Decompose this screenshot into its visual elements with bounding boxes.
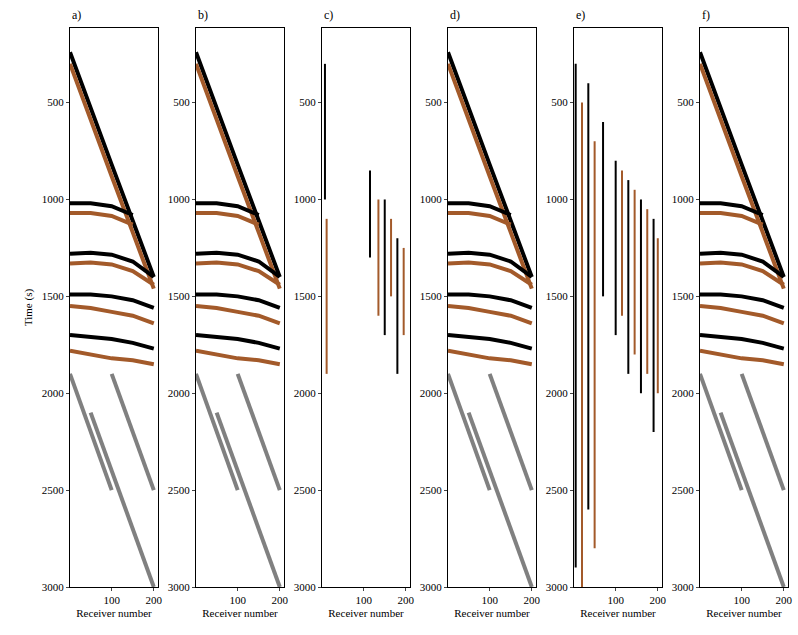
svg-text:d): d) [450,8,460,22]
svg-text:200: 200 [776,594,793,606]
svg-text:a): a) [72,8,81,22]
svg-text:1000: 1000 [168,193,191,205]
svg-text:e): e) [576,8,585,22]
svg-text:500: 500 [551,96,568,108]
svg-text:500: 500 [425,96,442,108]
svg-text:c): c) [324,8,333,22]
svg-text:Receiver number: Receiver number [202,607,278,619]
svg-text:2000: 2000 [42,387,65,399]
svg-text:Receiver number: Receiver number [580,607,656,619]
svg-text:f): f) [702,8,710,22]
svg-text:2500: 2500 [672,484,695,496]
svg-text:Receiver number: Receiver number [706,607,782,619]
svg-text:Receiver number: Receiver number [328,607,404,619]
svg-text:2000: 2000 [420,387,443,399]
svg-text:1500: 1500 [42,290,65,302]
svg-text:100: 100 [607,594,624,606]
svg-text:500: 500 [677,96,694,108]
svg-text:200: 200 [272,594,289,606]
svg-text:1500: 1500 [672,290,695,302]
svg-text:2000: 2000 [672,387,695,399]
svg-text:200: 200 [146,594,163,606]
svg-text:200: 200 [398,594,415,606]
svg-text:500: 500 [299,96,316,108]
svg-text:1500: 1500 [294,290,317,302]
svg-text:200: 200 [524,594,541,606]
svg-text:3000: 3000 [420,581,443,593]
svg-text:500: 500 [47,96,64,108]
svg-text:1500: 1500 [168,290,191,302]
svg-text:100: 100 [481,594,498,606]
svg-text:Time (s): Time (s) [22,289,35,327]
svg-text:2500: 2500 [420,484,443,496]
svg-text:1500: 1500 [420,290,443,302]
svg-text:2000: 2000 [546,387,569,399]
svg-text:100: 100 [733,594,750,606]
svg-text:3000: 3000 [42,581,65,593]
svg-text:1000: 1000 [672,193,695,205]
svg-text:1500: 1500 [546,290,569,302]
svg-text:1000: 1000 [546,193,569,205]
svg-text:1000: 1000 [294,193,317,205]
svg-text:100: 100 [229,594,246,606]
svg-text:2000: 2000 [294,387,317,399]
svg-text:Receiver number: Receiver number [454,607,530,619]
svg-text:1000: 1000 [42,193,65,205]
svg-text:2500: 2500 [546,484,569,496]
svg-text:3000: 3000 [546,581,569,593]
svg-text:3000: 3000 [168,581,191,593]
svg-text:2500: 2500 [42,484,65,496]
svg-text:b): b) [198,8,208,22]
svg-text:3000: 3000 [672,581,695,593]
svg-text:100: 100 [103,594,120,606]
svg-text:2500: 2500 [294,484,317,496]
svg-text:2500: 2500 [168,484,191,496]
svg-text:1000: 1000 [420,193,443,205]
svg-text:200: 200 [650,594,667,606]
svg-text:500: 500 [173,96,190,108]
svg-text:Receiver number: Receiver number [76,607,152,619]
svg-text:100: 100 [355,594,372,606]
svg-text:3000: 3000 [294,581,317,593]
svg-text:2000: 2000 [168,387,191,399]
